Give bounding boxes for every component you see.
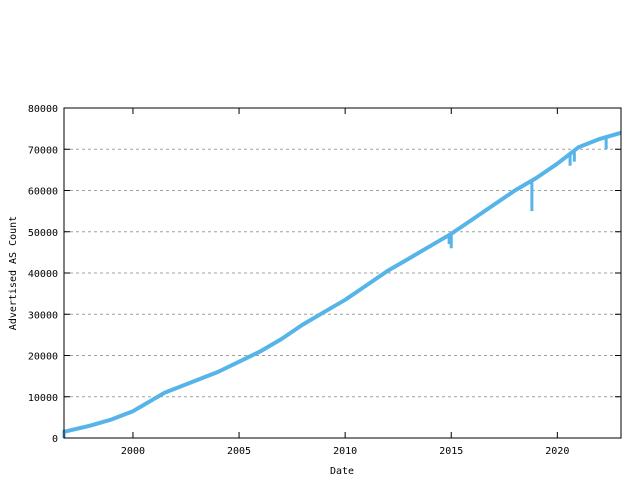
y-tick-label: 10000 [28, 393, 58, 404]
y-axis-label: Advertised AS Count [8, 216, 19, 330]
y-tick-label: 0 [52, 434, 58, 445]
y-tick-label: 70000 [28, 145, 58, 156]
x-tick-label: 2010 [333, 446, 357, 457]
x-axis-label: Date [330, 466, 354, 477]
x-tick-label: 2015 [439, 446, 463, 457]
y-tick-label: 60000 [28, 187, 58, 198]
y-tick-label: 50000 [28, 228, 58, 239]
y-tick-label: 30000 [28, 310, 58, 321]
y-tick-label: 20000 [28, 352, 58, 363]
x-tick-label: 2020 [545, 446, 569, 457]
dips [62, 136, 608, 438]
ticks: 0 10000 20000 30000 40000 50000 60000 70000 8000… [28, 104, 621, 457]
x-tick-label: 2005 [227, 446, 251, 457]
grid [64, 148, 621, 398]
y-tick-label: 40000 [28, 269, 58, 280]
x-tick-label: 2000 [121, 446, 145, 457]
series-line [63, 130, 622, 434]
y-tick-label: 80000 [28, 104, 58, 115]
